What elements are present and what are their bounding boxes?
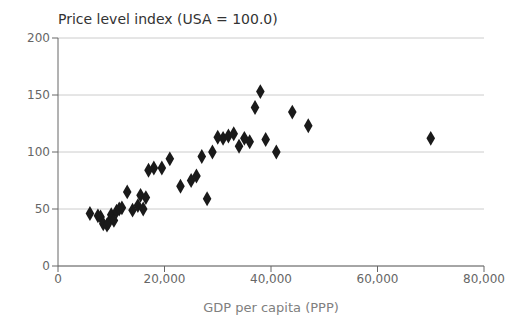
svg-text:0: 0 [54, 272, 62, 286]
svg-text:100: 100 [27, 145, 50, 159]
html-text:Price level index (USA = 100.0: Price level index (USA = 100.0) [58, 11, 278, 27]
svg-text:150: 150 [27, 88, 50, 102]
svg-text:20,000: 20,000 [144, 272, 186, 286]
svg-text:50: 50 [35, 202, 50, 216]
svg-text:40,000: 40,000 [250, 272, 292, 286]
svg-text:0: 0 [42, 259, 50, 273]
svg-text:GDP per capita (PPP): GDP per capita (PPP) [203, 300, 339, 315]
svg-text:60,000: 60,000 [357, 272, 399, 286]
svg-text:80,000: 80,000 [463, 272, 505, 286]
svg-text:200: 200 [27, 31, 50, 45]
